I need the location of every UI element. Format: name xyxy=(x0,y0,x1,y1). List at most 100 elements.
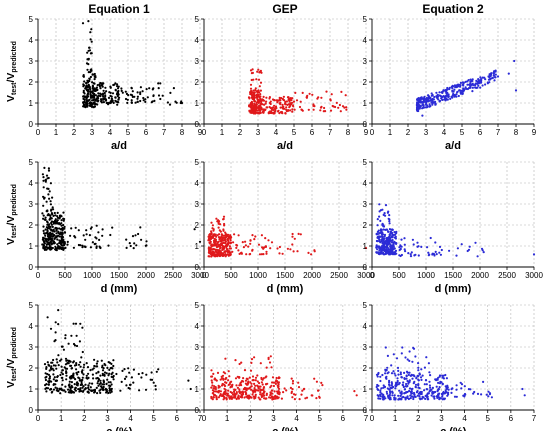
data-point xyxy=(257,243,261,246)
data-point xyxy=(490,77,493,80)
data-point xyxy=(409,397,412,400)
x-tick-label: 500 xyxy=(392,271,406,280)
data-point xyxy=(494,73,497,76)
data-point xyxy=(335,101,338,104)
data-point xyxy=(462,90,465,93)
data-point xyxy=(137,232,140,236)
data-point xyxy=(47,237,50,240)
data-point xyxy=(91,85,94,88)
data-point xyxy=(255,103,258,106)
data-point xyxy=(52,369,55,372)
y-tick-label: 5 xyxy=(363,301,368,310)
data-point xyxy=(75,362,78,365)
data-point xyxy=(211,381,214,384)
data-point xyxy=(427,392,430,395)
data-point xyxy=(82,75,85,78)
data-point xyxy=(270,366,273,369)
data-point xyxy=(280,397,283,400)
data-point xyxy=(222,218,225,221)
data-point xyxy=(236,375,239,378)
data-point xyxy=(262,108,265,111)
data-point xyxy=(375,385,378,389)
x-tick-label: 4 xyxy=(442,128,447,137)
data-point xyxy=(256,91,260,94)
data-point xyxy=(57,234,60,237)
data-point xyxy=(75,344,79,348)
data-point xyxy=(430,394,433,397)
data-point xyxy=(45,239,48,243)
data-point xyxy=(376,383,379,387)
data-point xyxy=(274,397,277,400)
data-point xyxy=(258,382,261,385)
data-point xyxy=(42,214,45,217)
data-point xyxy=(237,249,240,252)
x-tick-label: 8 xyxy=(514,128,519,137)
data-point xyxy=(257,78,261,81)
data-point xyxy=(270,384,273,387)
data-point xyxy=(110,366,113,369)
data-point xyxy=(46,316,49,319)
y-tick-label: 5 xyxy=(29,15,34,24)
data-point xyxy=(99,374,102,377)
x-tick-label: 4 xyxy=(462,414,467,423)
data-point xyxy=(253,102,256,105)
data-point xyxy=(62,219,65,222)
data-point xyxy=(214,240,218,243)
data-point xyxy=(56,375,59,379)
y-axis-label: Vtest/Vpredicted xyxy=(5,327,18,388)
data-point xyxy=(455,395,458,398)
data-point xyxy=(65,371,68,375)
data-point xyxy=(55,220,59,223)
data-point xyxy=(96,382,99,385)
data-point xyxy=(222,229,225,232)
data-point xyxy=(379,389,382,392)
data-point xyxy=(489,74,492,78)
data-point xyxy=(88,388,91,391)
data-point xyxy=(134,101,137,104)
x-tick-label: 5 xyxy=(485,414,490,423)
y-tick-label: 2 xyxy=(195,221,200,230)
data-point xyxy=(299,100,302,103)
data-point xyxy=(49,387,53,391)
data-point xyxy=(482,380,485,383)
data-point xyxy=(53,241,56,245)
data-point xyxy=(227,237,230,240)
data-point xyxy=(104,364,107,367)
data-point xyxy=(216,234,219,237)
data-point xyxy=(56,361,59,364)
data-point xyxy=(87,83,90,86)
data-point xyxy=(264,102,267,105)
data-point xyxy=(44,372,47,375)
data-point xyxy=(421,374,424,377)
data-point xyxy=(57,323,60,326)
x-tick-label: 7 xyxy=(532,414,537,423)
data-point xyxy=(262,95,265,98)
data-point xyxy=(90,40,93,43)
data-point xyxy=(291,104,295,107)
data-point xyxy=(60,219,63,222)
data-point xyxy=(252,379,255,382)
data-point xyxy=(417,97,420,100)
data-point xyxy=(89,90,92,93)
y-tick-label: 4 xyxy=(195,36,200,45)
data-point xyxy=(87,372,90,375)
data-point xyxy=(116,100,119,103)
data-point xyxy=(393,394,396,397)
data-point xyxy=(125,238,128,241)
data-point xyxy=(234,395,237,399)
data-point xyxy=(274,382,277,385)
data-point xyxy=(215,246,219,249)
data-point xyxy=(94,236,97,239)
data-point xyxy=(96,84,99,87)
data-point xyxy=(72,374,75,377)
data-point xyxy=(442,397,445,400)
data-point xyxy=(220,243,223,246)
data-point xyxy=(121,91,124,94)
data-point xyxy=(74,378,77,381)
data-point xyxy=(410,251,413,254)
data-point xyxy=(338,103,341,107)
data-point xyxy=(381,249,384,252)
data-point xyxy=(102,385,105,389)
x-tick-label: 8 xyxy=(180,128,185,137)
data-point xyxy=(416,241,419,244)
